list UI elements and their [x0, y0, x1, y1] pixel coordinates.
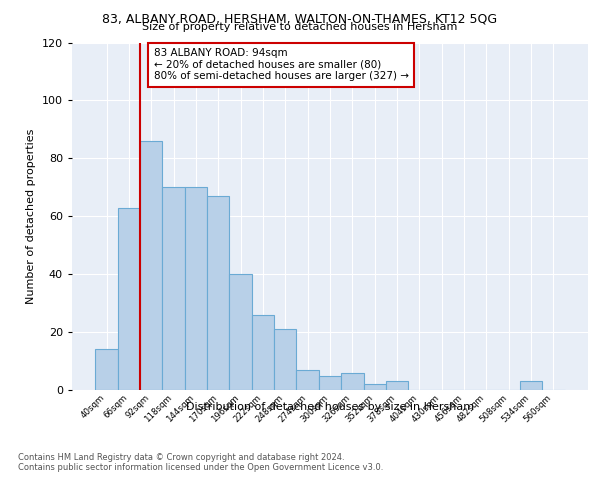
Bar — [252, 314, 274, 390]
Bar — [341, 372, 364, 390]
Text: 83 ALBANY ROAD: 94sqm
← 20% of detached houses are smaller (80)
80% of semi-deta: 83 ALBANY ROAD: 94sqm ← 20% of detached … — [154, 48, 409, 82]
Bar — [274, 329, 296, 390]
Bar — [185, 188, 207, 390]
Bar — [163, 188, 185, 390]
Bar — [296, 370, 319, 390]
Bar — [229, 274, 252, 390]
Y-axis label: Number of detached properties: Number of detached properties — [26, 128, 36, 304]
Text: Distribution of detached houses by size in Hersham: Distribution of detached houses by size … — [186, 402, 474, 412]
Text: Size of property relative to detached houses in Hersham: Size of property relative to detached ho… — [142, 22, 458, 32]
Bar — [207, 196, 229, 390]
Text: Contains HM Land Registry data © Crown copyright and database right 2024.
Contai: Contains HM Land Registry data © Crown c… — [18, 452, 383, 472]
Bar — [364, 384, 386, 390]
Bar — [95, 350, 118, 390]
Bar — [140, 141, 163, 390]
Bar — [520, 382, 542, 390]
Bar — [319, 376, 341, 390]
Text: 83, ALBANY ROAD, HERSHAM, WALTON-ON-THAMES, KT12 5QG: 83, ALBANY ROAD, HERSHAM, WALTON-ON-THAM… — [103, 12, 497, 26]
Bar — [386, 382, 408, 390]
Bar — [118, 208, 140, 390]
